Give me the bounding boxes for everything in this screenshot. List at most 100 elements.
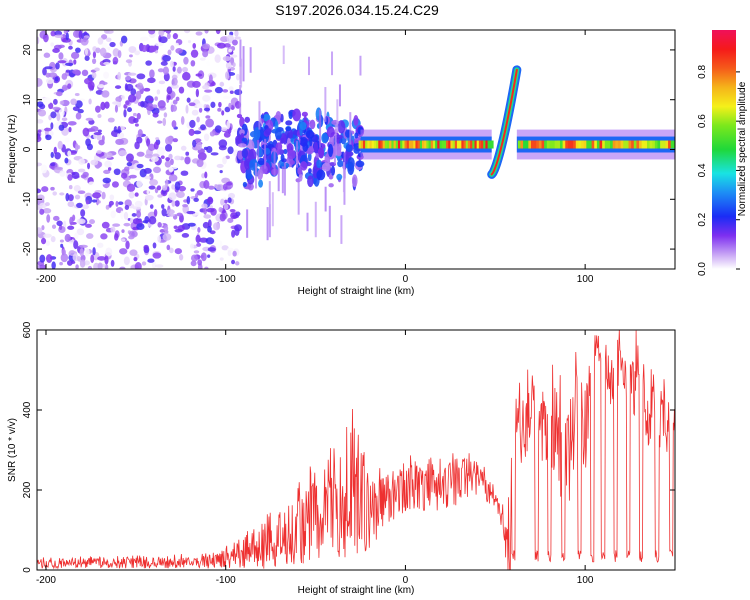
noise-blob (72, 106, 80, 112)
noise-blob (175, 48, 183, 54)
faint-streak (334, 124, 337, 156)
noise-blob (45, 134, 52, 141)
noise-blob (141, 261, 147, 266)
noise-blob (73, 185, 81, 192)
noise-blob (147, 102, 153, 108)
x-tick-label: -100 (216, 575, 236, 586)
burst-blob (258, 179, 264, 188)
noise-blob (65, 62, 74, 66)
noise-blob (190, 60, 196, 67)
noise-blob (144, 153, 153, 159)
noise-blob (205, 118, 214, 128)
noise-blob (75, 264, 79, 269)
noise-blob (123, 166, 130, 172)
noise-blob (136, 112, 141, 120)
noise-blob (205, 237, 215, 245)
noise-blob (166, 32, 171, 40)
noise-blob (70, 51, 80, 60)
noise-blob (227, 249, 232, 257)
noise-blob (227, 138, 235, 144)
noise-blob (190, 260, 197, 267)
noise-blob (78, 158, 86, 165)
noise-blob (165, 144, 173, 152)
noise-blob (195, 88, 200, 98)
burst-blob (275, 111, 282, 121)
noise-blob (153, 208, 158, 217)
noise-blob (214, 239, 223, 249)
burst-blob (330, 165, 336, 176)
noise-blob (88, 181, 96, 187)
noise-blob (167, 49, 172, 56)
noise-blob (206, 196, 214, 205)
band-core (549, 140, 556, 149)
burst-blob (316, 169, 326, 181)
noise-blob (126, 161, 133, 167)
noise-blob (215, 184, 225, 191)
noise-blob (207, 225, 212, 233)
noise-blob (230, 54, 238, 58)
faint-streak (268, 181, 271, 205)
noise-blob (197, 259, 203, 266)
burst-blob (242, 181, 248, 188)
noise-blob (219, 81, 225, 87)
noise-blob (52, 106, 61, 111)
noise-blob (107, 167, 112, 171)
noise-blob (128, 235, 135, 240)
noise-blob (75, 100, 83, 108)
noise-blob (171, 104, 178, 112)
noise-blob (219, 213, 226, 222)
noise-blob (108, 200, 114, 206)
noise-blob (73, 240, 79, 250)
noise-blob (160, 61, 168, 66)
burst-blob (288, 129, 294, 140)
noise-blob (80, 174, 87, 179)
noise-blob (117, 201, 124, 206)
noise-blob (153, 141, 159, 150)
noise-blob (137, 129, 143, 137)
noise-blob (170, 45, 175, 51)
noise-blob (219, 257, 224, 261)
noise-blob (167, 95, 171, 101)
burst-blob (235, 135, 242, 144)
noise-blob (139, 36, 149, 42)
burst-blob (257, 157, 265, 166)
chart-title: S197.2026.034.15.24.C29 (275, 2, 439, 18)
noise-blob (75, 112, 82, 120)
noise-blob (82, 36, 88, 43)
burst-blob (353, 145, 360, 154)
faint-streak (340, 215, 343, 244)
y-tick-label: -10 (22, 192, 33, 207)
noise-blob (79, 244, 88, 248)
noise-blob (210, 152, 219, 156)
noise-blob (120, 35, 128, 44)
burst-blob (259, 128, 264, 138)
noise-blob (224, 199, 228, 204)
noise-blob (182, 204, 189, 208)
noise-blob (199, 57, 206, 61)
noise-blob (100, 34, 108, 40)
noise-blob (101, 221, 110, 229)
noise-blob (59, 100, 65, 105)
noise-blob (205, 115, 211, 119)
burst-blob (246, 173, 253, 180)
noise-blob (117, 132, 125, 139)
noise-blob (175, 96, 180, 102)
faint-streak (249, 47, 252, 73)
noise-blob (74, 232, 79, 240)
noise-blob (113, 168, 121, 176)
noise-blob (157, 120, 163, 124)
noise-blob (67, 174, 73, 181)
noise-blob (183, 30, 191, 34)
burst-blob (241, 137, 248, 142)
noise-blob (196, 141, 202, 151)
noise-blob (202, 50, 209, 58)
band-core (623, 140, 630, 149)
noise-blob (50, 122, 54, 130)
noise-blob (37, 240, 40, 244)
noise-blob (78, 30, 83, 40)
noise-blob (105, 247, 113, 257)
noise-blob (210, 101, 216, 108)
noise-blob (50, 42, 55, 47)
burst-blob (355, 160, 365, 168)
noise-blob (203, 214, 212, 219)
